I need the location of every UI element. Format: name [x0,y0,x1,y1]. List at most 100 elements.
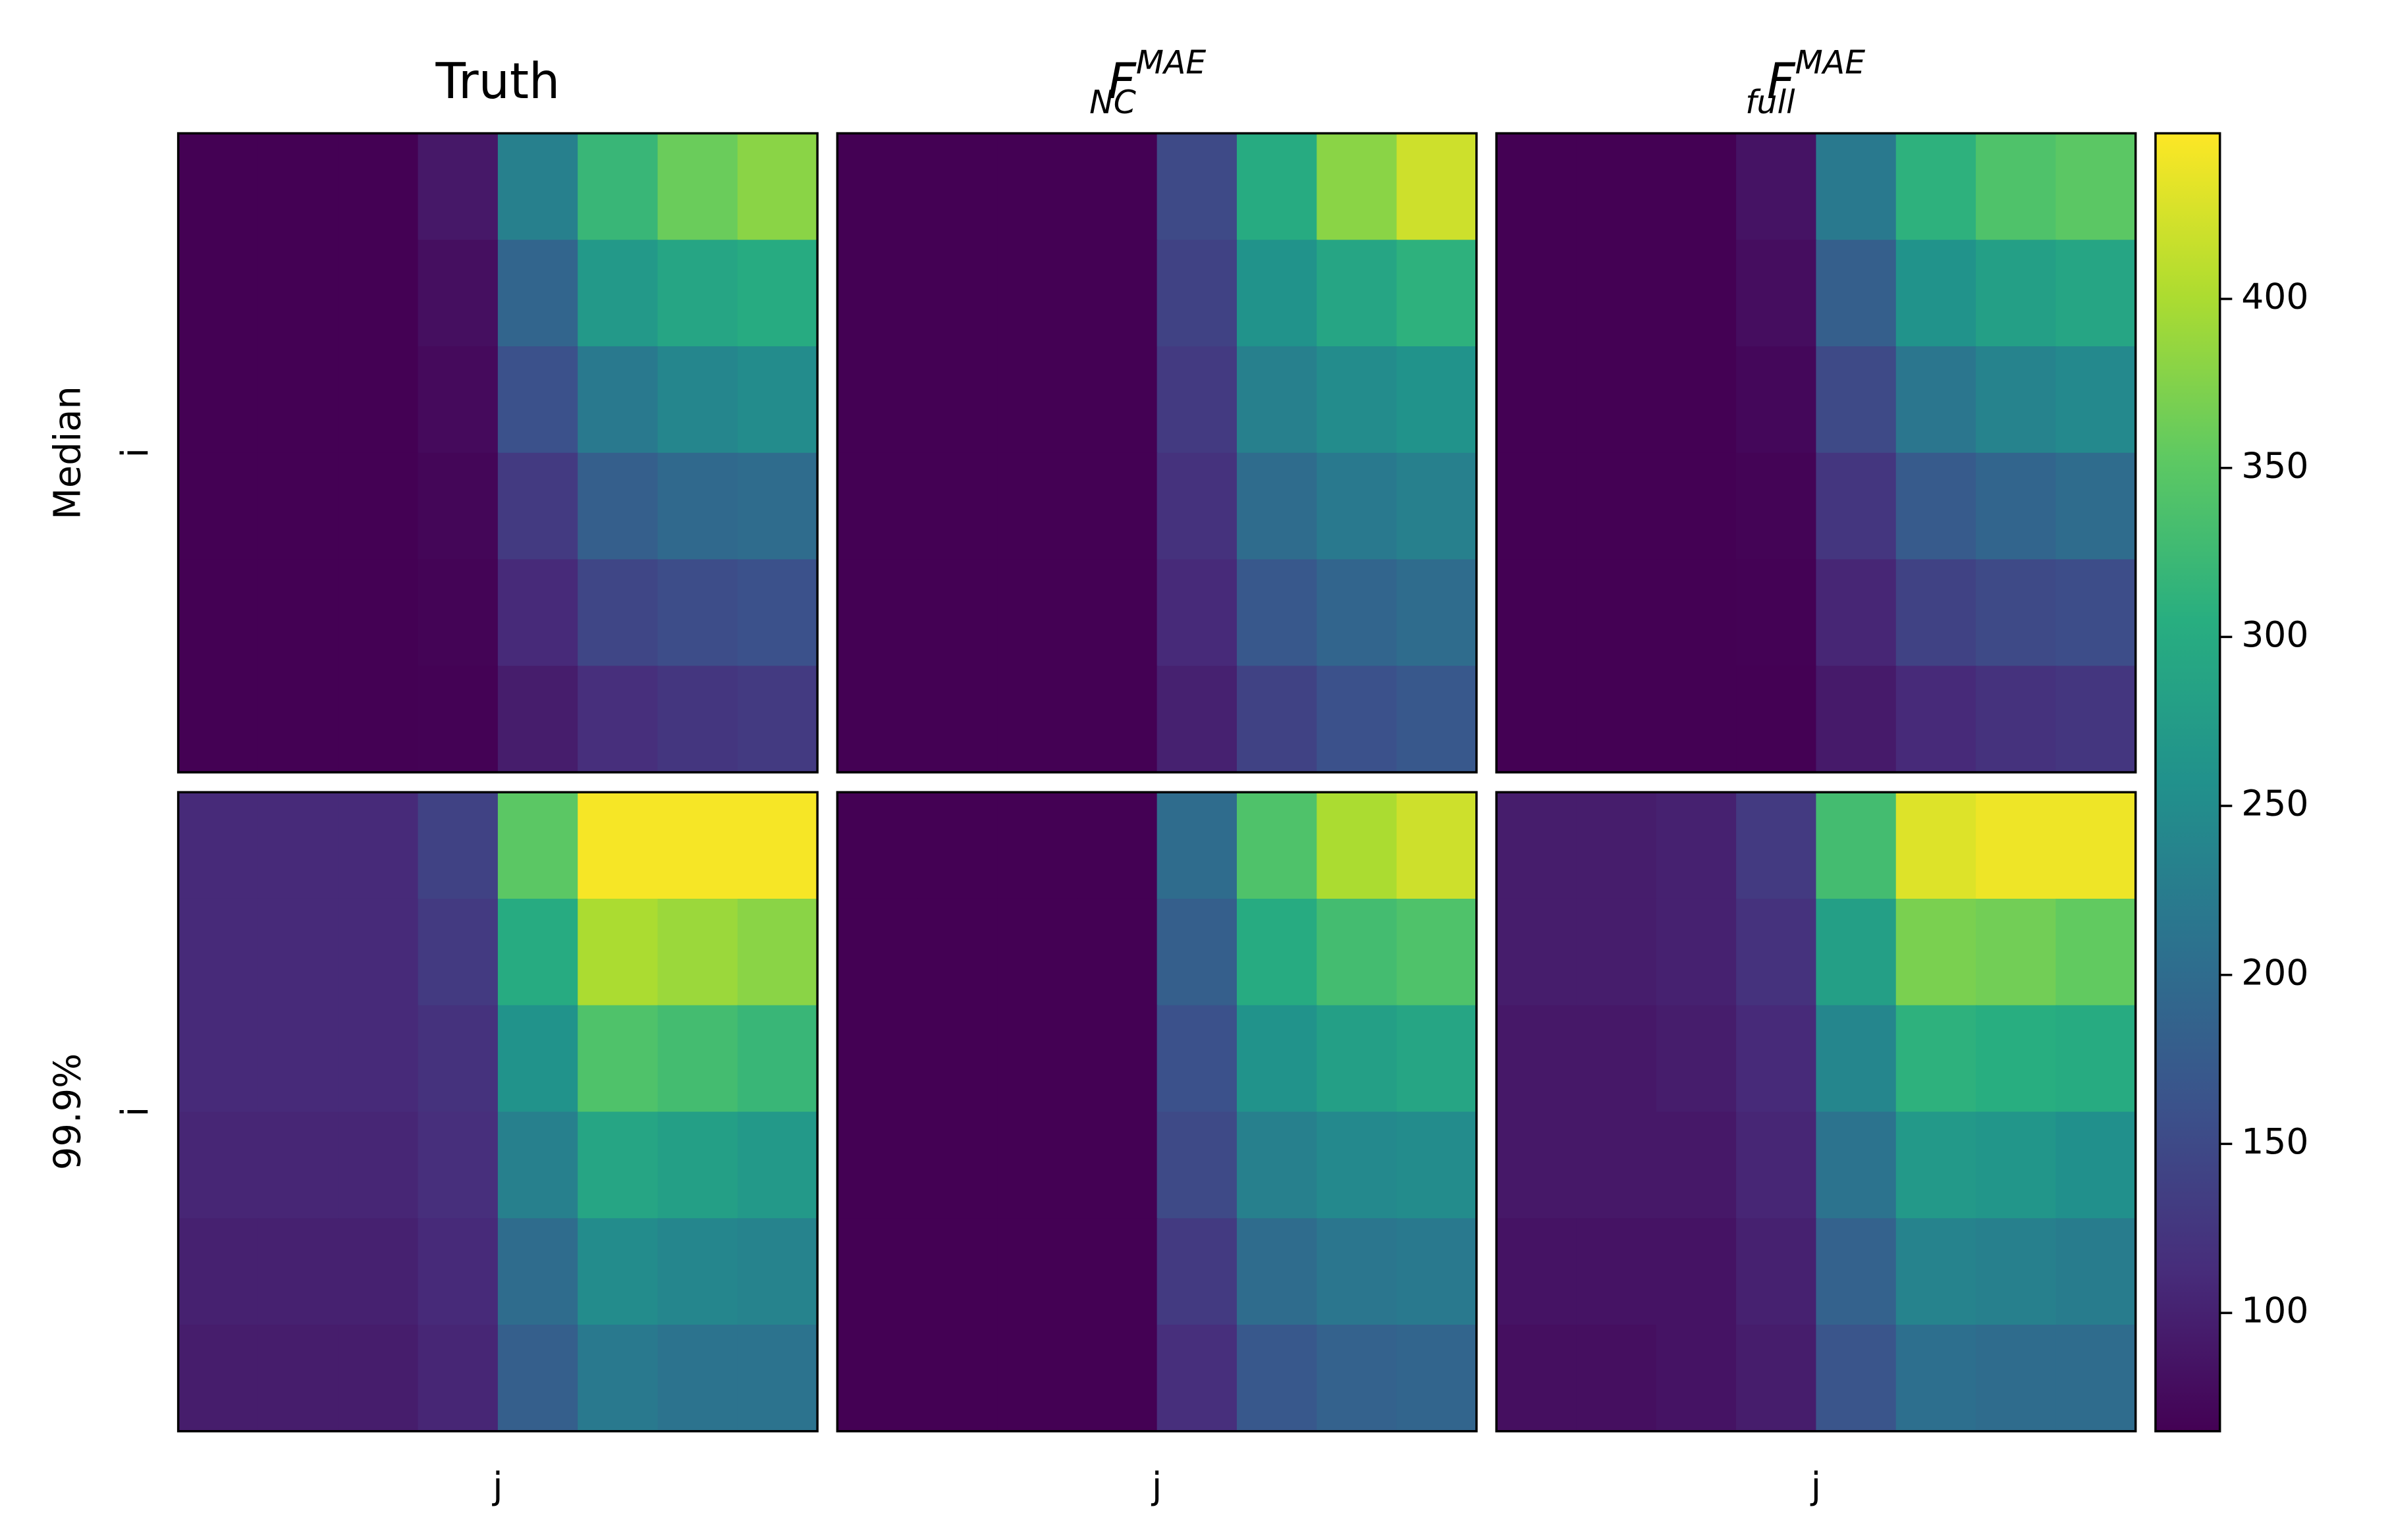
heat-cell [338,666,419,774]
heat-cell [497,792,579,900]
colorbar [2155,133,2220,1431]
heat-cell [837,1005,919,1113]
heat-cell [1156,346,1238,454]
heat-cell [1236,1005,1318,1113]
title-superscript: MAE [1136,44,1207,82]
heat-cell [737,240,819,348]
heat-cell [578,1005,659,1113]
heat-cell [917,452,998,560]
title-base: Truth [435,53,560,110]
heat-cell [578,898,659,1007]
heat-cell [338,559,419,667]
panel-frame [177,132,819,774]
heat-cell [1816,346,1897,454]
heat-cell [1976,1325,2057,1433]
heat-cell [737,1111,819,1219]
title-superscript: MAE [1795,44,1866,82]
heat-cell [258,898,339,1007]
heat-cell [258,1005,339,1113]
heat-cell [1077,346,1158,454]
heat-cell [1895,898,1977,1007]
heat-cell [1736,133,1817,241]
heat-cell [418,898,499,1007]
heat-cell [338,346,419,454]
heat-cell [917,1325,998,1433]
heat-cell [1576,1218,1658,1326]
heat-cell [837,898,919,1007]
heat-cell [1496,1325,1577,1433]
heat-cell [1576,346,1658,454]
heat-cell [1976,792,2057,900]
heat-cell [1576,1111,1658,1219]
heat-cell [1236,898,1318,1007]
heat-cell [497,240,579,348]
heat-cell [338,792,419,900]
heat-cell [657,1218,739,1326]
heat-cell [497,666,579,774]
heat-cell [1077,1005,1158,1113]
heat-cell [178,666,259,774]
heat-cell [1396,133,1478,241]
heat-cell [2055,898,2137,1007]
heat-cell [997,133,1078,241]
heat-cell [178,452,259,560]
heat-cell [1236,240,1318,348]
heat-cell [1895,1005,1977,1113]
heat-cell [1156,133,1238,241]
heat-cell [258,666,339,774]
heat-cell [1236,346,1318,454]
heat-cell [418,559,499,667]
heat-cell [258,792,339,900]
heat-cell [1576,133,1658,241]
heatmap-panel [1496,133,2137,774]
heat-cell [737,1325,819,1433]
heat-cell [1396,1218,1478,1326]
colorbar-tick-label: 300 [2241,614,2308,655]
heat-cell [1396,1325,1478,1433]
heat-cell [1976,559,2057,667]
heat-cell [418,1005,499,1113]
heat-cell [657,792,739,900]
heat-cell [1576,559,1658,667]
heat-cell [1156,1111,1238,1219]
row-label: 99.9% [47,1053,90,1170]
heat-cell [1317,792,1398,900]
heat-cell [1317,133,1398,241]
heat-cell [497,898,579,1007]
heat-cell [578,1111,659,1219]
heat-cell [657,559,739,667]
heat-cell [1496,1218,1577,1326]
heat-cell [1736,346,1817,454]
heat-cell [1895,1218,1977,1326]
heat-cell [1656,666,1737,774]
heatmap-panel [1496,792,2137,1433]
panel-frame [1495,132,2137,774]
heat-cell [1156,792,1238,900]
heat-cell [2055,792,2137,900]
x-axis-label: j [491,1465,503,1508]
heat-cell [917,1005,998,1113]
heat-cell [418,452,499,560]
heat-cell [1236,1218,1318,1326]
heat-cell [1976,1218,2057,1326]
heat-cell [657,452,739,560]
heat-cell [1396,666,1478,774]
heat-cell [418,1325,499,1433]
heat-cell [1496,792,1577,900]
heat-cell [418,666,499,774]
heat-cell [1576,1005,1658,1113]
heat-cell [497,1325,579,1433]
heat-cell [258,559,339,667]
heat-cell [1736,666,1817,774]
heat-cell [1317,452,1398,560]
heatmap-panel [837,792,1478,1433]
heat-cell [497,1111,579,1219]
heat-cell [837,559,919,667]
heat-cell [1816,1005,1897,1113]
heat-cell [1236,452,1318,560]
heat-cell [1656,1218,1737,1326]
heat-cell [1656,792,1737,900]
heat-cell [1976,346,2057,454]
heat-cell [578,133,659,241]
heat-cell [837,792,919,900]
